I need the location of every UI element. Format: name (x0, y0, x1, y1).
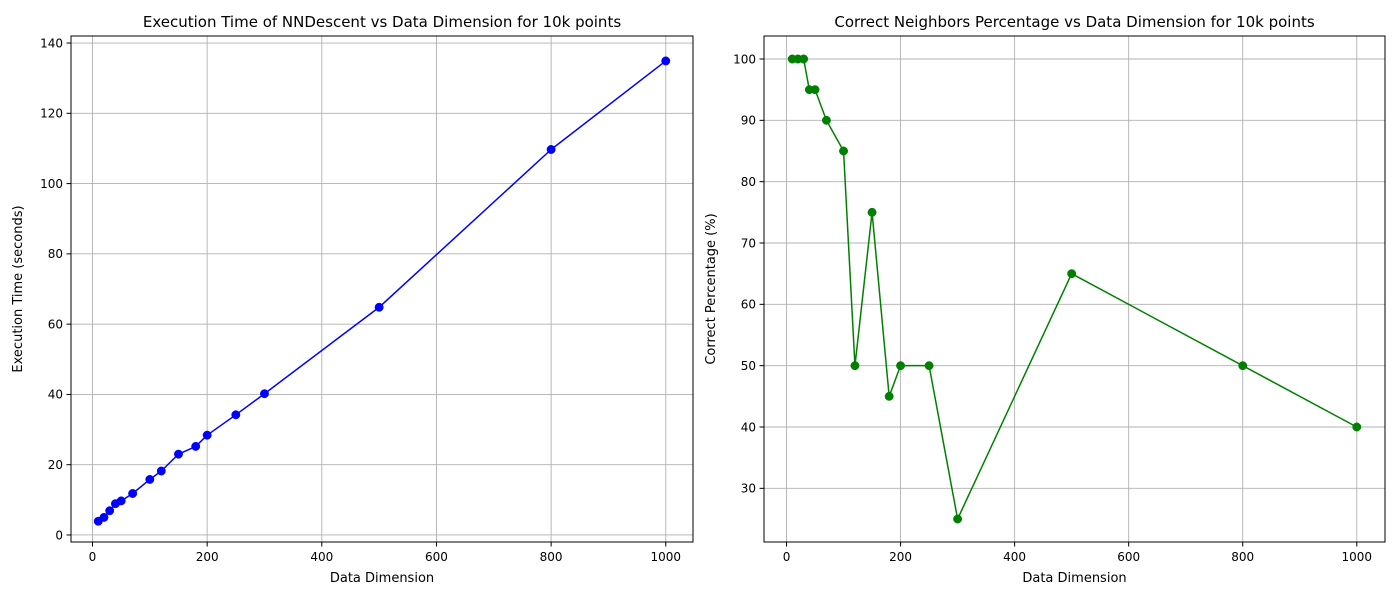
chart-time-point (661, 56, 671, 66)
chart-time-x-axis-label: Data Dimension (330, 571, 434, 586)
chart-accuracy-point (839, 146, 848, 156)
chart-time-y-tick-label: 100 (40, 177, 63, 191)
chart-accuracy-axes-frame (763, 35, 1386, 543)
chart-accuracy-point (1238, 361, 1248, 371)
chart-time-point (174, 449, 183, 459)
chart-time-x-tick-label: 600 (425, 550, 448, 564)
chart-time-point (191, 441, 201, 451)
chart-time-point (202, 430, 212, 440)
chart-accuracy-point (1352, 422, 1362, 432)
chart-accuracy-y-tick-label: 100 (733, 52, 756, 66)
chart-time-x-tick-label: 400 (310, 550, 333, 564)
chart-accuracy-title: Correct Neighbors Percentage vs Data Dim… (834, 13, 1314, 31)
chart-accuracy-y-tick-label: 30 (741, 482, 756, 496)
chart-accuracy-y-tick-label: 70 (741, 236, 756, 250)
chart-accuracy-x-tick-label: 200 (889, 550, 912, 564)
chart-time-y-tick-label: 80 (48, 247, 63, 261)
chart-time-point (99, 512, 109, 522)
chart-accuracy-x-tick-label: 0 (783, 550, 791, 564)
chart-accuracy-y-tick-label: 40 (741, 420, 756, 434)
chart-accuracy-point (821, 115, 831, 125)
chart-time-point (546, 145, 556, 154)
chart-accuracy-point (884, 391, 894, 401)
chart-time-y-tick-label: 120 (40, 107, 63, 121)
chart-time-point (231, 410, 241, 420)
chart-accuracy: 0 200 400 600 800 1000 30 40 50 60 70 80 90 100 Correc… (704, 13, 1386, 586)
chart-accuracy-point (924, 361, 934, 371)
chart-accuracy-x-tick-label: 400 (1003, 550, 1026, 564)
chart-time-point (374, 302, 384, 312)
chart-time-point (128, 489, 138, 498)
chart-time-y-tick-label: 60 (48, 317, 63, 331)
chart-time-series-line (97, 60, 667, 522)
chart-time-x-tick-label: 200 (196, 550, 219, 564)
chart-time-x-tick-label: 800 (540, 550, 563, 564)
chart-time-axes-frame (70, 35, 694, 543)
chart-time-y-tick-label: 0 (55, 528, 63, 542)
chart-accuracy-x-tick-label: 600 (1117, 550, 1140, 564)
chart-accuracy-point (867, 207, 877, 217)
chart-accuracy-series-line (792, 58, 1358, 520)
chart-time-point (156, 466, 166, 476)
chart-time-point (105, 506, 115, 516)
chart-time-title: Execution Time of NNDescent vs Data Dime… (143, 13, 621, 31)
chart-time-y-axis-label: Execution Time (seconds) (11, 205, 26, 372)
chart-accuracy-y-axis-label: Correct Percentage (%) (704, 213, 719, 364)
chart-accuracy-x-axis-label: Data Dimension (1022, 571, 1126, 586)
chart-accuracy-point (953, 514, 963, 524)
chart-accuracy-y-tick-label: 50 (741, 359, 756, 373)
chart-accuracy-point (799, 54, 809, 64)
chart-accuracy-y-tick-label: 90 (741, 114, 756, 128)
chart-time-x-tick-label: 1000 (650, 550, 681, 564)
chart-time-point (116, 496, 126, 506)
chart-time-point (260, 389, 269, 399)
chart-time-x-tick-label: 0 (89, 550, 97, 564)
chart-time-y-tick-label: 40 (48, 388, 63, 402)
chart-accuracy-point (810, 85, 820, 95)
chart-accuracy-point (850, 361, 860, 371)
chart-accuracy-y-tick-label: 60 (741, 298, 756, 312)
chart-accuracy-x-tick-label: 800 (1231, 550, 1254, 564)
chart-time-y-tick-label: 20 (48, 458, 63, 472)
chart-accuracy-point (1067, 269, 1077, 279)
chart-accuracy-y-tick-label: 80 (741, 175, 756, 189)
chart-accuracy-x-tick-label: 1000 (1341, 550, 1372, 564)
chart-accuracy-point (896, 361, 906, 371)
chart-time-y-tick-label: 140 (40, 36, 63, 50)
chart-time: 0 200 400 600 800 1000 0 20 40 60 80 100 120 140 Execu… (11, 13, 694, 586)
chart-time-point (145, 475, 155, 484)
